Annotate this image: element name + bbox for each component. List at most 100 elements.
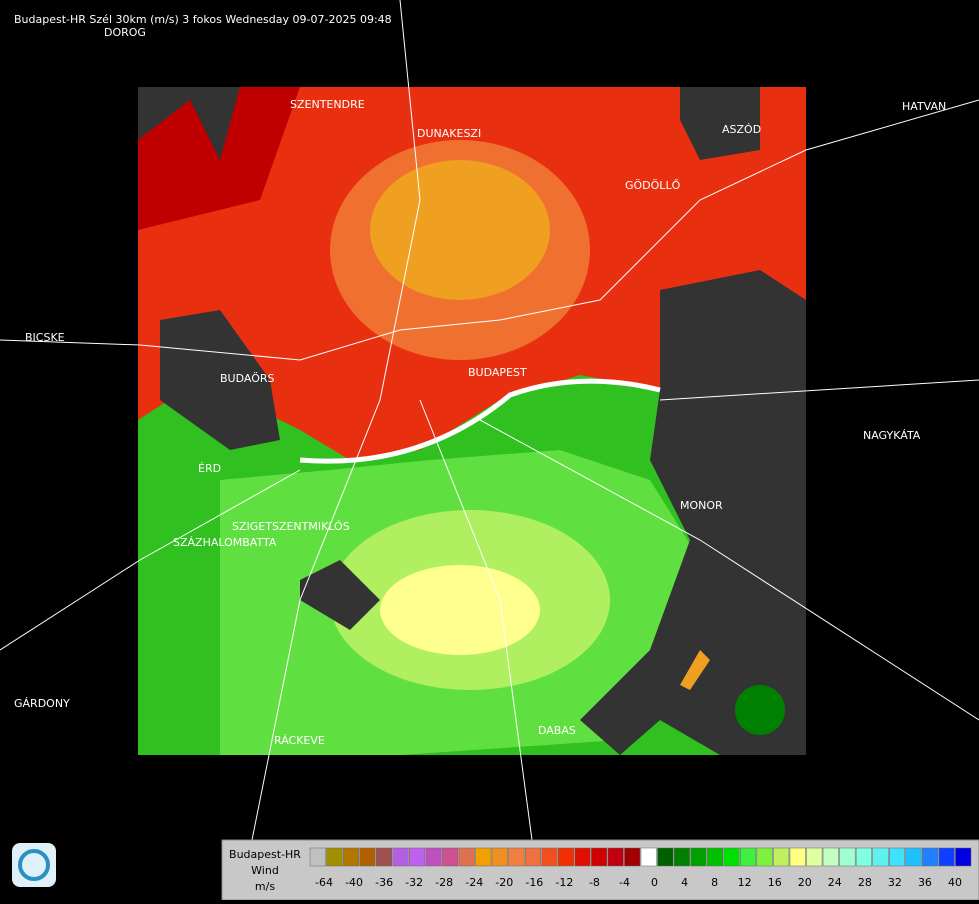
echo <box>735 685 785 735</box>
legend-swatch <box>607 847 624 867</box>
place-label: SZENTENDRE <box>290 98 365 111</box>
legend-tick-label: -8 <box>589 876 600 889</box>
place-label: MONOR <box>680 499 723 512</box>
no-data <box>580 270 806 755</box>
logo-mark <box>18 849 50 881</box>
legend-tick-label: -16 <box>525 876 543 889</box>
logo <box>12 843 56 887</box>
place-label: HATVAN <box>902 100 946 113</box>
legend-swatch <box>839 847 856 867</box>
legend-tick-label: 8 <box>711 876 718 889</box>
legend-swatch <box>359 847 376 867</box>
legend-swatch <box>723 847 740 867</box>
legend-swatch <box>955 847 972 867</box>
legend-swatch <box>524 847 541 867</box>
echo <box>370 160 550 300</box>
place-label: DABAS <box>538 724 576 737</box>
place-label: SZÁZHALOMBATTA <box>173 536 277 549</box>
legend-tick-label: -12 <box>555 876 573 889</box>
legend-tick-label: 24 <box>828 876 842 889</box>
place-label: BUDAPEST <box>468 366 527 379</box>
legend-swatch <box>392 847 409 867</box>
legend-tick-label: 0 <box>651 876 658 889</box>
legend-swatch <box>922 847 939 867</box>
legend-swatch <box>806 847 823 867</box>
legend-swatch <box>706 847 724 867</box>
place-label: NAGYKÁTA <box>863 429 921 442</box>
no-data <box>300 560 380 630</box>
legend-swatch <box>872 847 889 867</box>
legend-tick-label: -36 <box>375 876 393 889</box>
legend-tick-label: -28 <box>435 876 453 889</box>
legend-swatch <box>342 847 359 867</box>
place-label: BICSKE <box>25 331 65 344</box>
legend-swatch <box>756 847 773 867</box>
legend-swatch <box>773 847 790 867</box>
legend-swatch <box>409 847 426 867</box>
legend-tick-label: -32 <box>405 876 423 889</box>
legend-swatch <box>822 847 839 867</box>
legend-swatch <box>309 847 326 867</box>
place-label: SZIGETSZENTMIKLÓS <box>232 520 350 533</box>
legend-swatch <box>508 847 525 867</box>
legend-swatch <box>740 847 757 867</box>
no-data <box>160 310 280 450</box>
legend-swatch <box>475 847 492 867</box>
legend-quantity: Wind <box>251 864 279 877</box>
legend-tick-label: -24 <box>465 876 483 889</box>
title: Budapest-HR Szél 30km (m/s) 3 fokos Wedn… <box>14 13 392 26</box>
legend-swatch <box>657 847 674 867</box>
legend-swatch <box>938 847 955 867</box>
legend-swatch <box>624 847 641 867</box>
legend-swatch <box>789 847 806 867</box>
echo <box>380 565 540 655</box>
place-label: ÉRD <box>198 462 221 475</box>
legend-swatch <box>591 847 608 867</box>
legend-tick-label: 32 <box>888 876 902 889</box>
legend-tick-label: -64 <box>315 876 333 889</box>
place-label: BUDAÖRS <box>220 372 275 385</box>
legend-swatch <box>326 847 343 867</box>
legend-swatch <box>375 847 393 867</box>
place-label: GÖDÖLLŐ <box>625 178 681 192</box>
legend-swatch <box>889 847 906 867</box>
boundary <box>299 378 661 464</box>
place-label: DUNAKESZI <box>417 127 481 140</box>
legend-tick-label: 36 <box>918 876 932 889</box>
legend-unit: m/s <box>255 880 275 893</box>
legend-tick-label: 20 <box>798 876 812 889</box>
no-data <box>138 87 240 160</box>
legend-swatch <box>690 847 707 867</box>
legend-tick-label: -20 <box>495 876 513 889</box>
legend-tick-label: 40 <box>948 876 962 889</box>
legend-swatch <box>491 847 508 867</box>
legend-tick-label: 28 <box>858 876 872 889</box>
place-label: RÁCKEVE <box>274 734 325 747</box>
place-label: GÁRDONY <box>14 697 70 710</box>
legend-tick-label: -40 <box>345 876 363 889</box>
radar-field <box>138 87 806 755</box>
legend-tick-label: 12 <box>738 876 752 889</box>
place-label: ASZÓD <box>722 123 761 136</box>
legend-swatch <box>558 847 575 867</box>
echo <box>138 87 300 230</box>
legend-swatch <box>905 847 922 867</box>
legend: Budapest-HR Wind m/s -64 -40 -36 -32 -28 -24-… <box>221 839 979 901</box>
no-data <box>680 87 760 160</box>
legend-swatch <box>458 847 475 867</box>
legend-swatch <box>541 847 558 867</box>
legend-swatch <box>640 847 657 867</box>
legend-station: Budapest-HR <box>229 848 301 861</box>
legend-tick-label: -4 <box>619 876 630 889</box>
place-labels: DOROG SZENTENDRE DUNAKESZI HATVAN ASZÓD GÖDÖL… <box>14 26 969 899</box>
legend-swatch <box>425 847 442 867</box>
legend-tick-label: 16 <box>768 876 782 889</box>
echo <box>680 650 710 690</box>
legend-swatch <box>442 847 459 867</box>
legend-tick-label: 4 <box>681 876 688 889</box>
place-label: DOROG <box>104 26 146 39</box>
legend-swatch <box>673 847 690 867</box>
legend-swatch <box>855 847 872 867</box>
